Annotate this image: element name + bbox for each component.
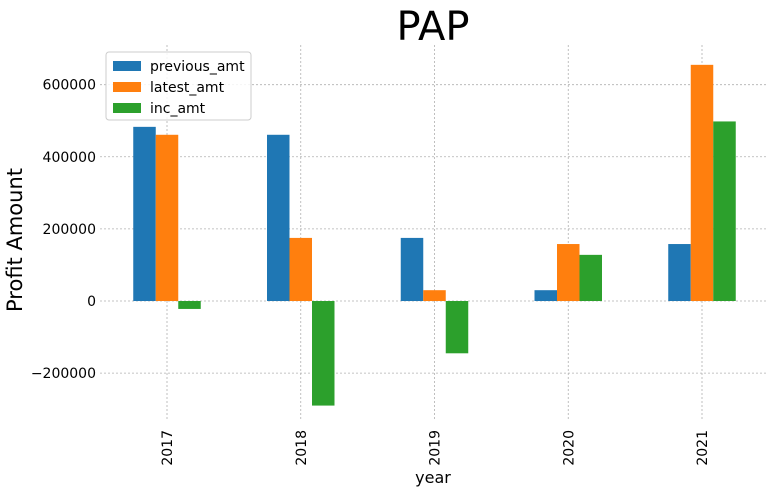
legend-swatch-previous_amt: [113, 61, 141, 71]
legend-box: [105, 51, 252, 121]
bar-inc_amt-2017: [178, 301, 201, 309]
x-tick-label: 2019: [428, 430, 444, 466]
y-tick-label: 0: [87, 294, 96, 310]
bar-previous_amt-2021: [668, 244, 691, 302]
bar-latest_amt-2018: [289, 237, 312, 302]
bar-latest_amt-2020: [557, 244, 580, 302]
bar-inc_amt-2019: [445, 301, 469, 354]
bar-inc_amt-2020: [579, 254, 602, 302]
y-tick-label: 200000: [43, 222, 96, 238]
bar-previous_amt-2017: [133, 126, 156, 302]
legend: previous_amt latest_amt inc_amt: [105, 51, 252, 121]
legend-swatch-latest_amt: [113, 82, 141, 92]
x-tick-label: 2020: [561, 430, 577, 466]
bar-inc_amt-2018: [312, 301, 335, 406]
bar-previous_amt-2020: [534, 290, 557, 302]
bars: [133, 64, 736, 406]
legend-label-latest_amt: latest_amt: [150, 80, 225, 96]
bar-latest_amt-2017: [155, 134, 179, 302]
legend-label-previous_amt: previous_amt: [150, 59, 245, 75]
y-axis-label: Profit Amount: [3, 168, 27, 312]
legend-swatch-inc_amt: [113, 103, 141, 113]
y-tick-label: 600000: [43, 78, 96, 94]
x-axis-ticks: 2017 2018 2019 2020 2021: [160, 430, 711, 466]
bar-latest_amt-2021: [690, 64, 714, 302]
bar-previous_amt-2018: [267, 134, 290, 302]
bar-previous_amt-2019: [400, 237, 424, 302]
y-axis-ticks: −200000 0 200000 400000 600000: [31, 78, 96, 382]
chart-title: PAP: [396, 4, 469, 50]
x-axis-label: year: [415, 468, 451, 487]
y-tick-label: −200000: [31, 366, 96, 382]
x-tick-label: 2018: [294, 430, 310, 466]
bar-latest_amt-2019: [423, 290, 446, 302]
y-tick-label: 400000: [43, 150, 96, 166]
x-tick-label: 2021: [695, 430, 711, 466]
x-tick-label: 2017: [160, 430, 176, 466]
bar-inc_amt-2021: [713, 121, 736, 302]
legend-label-inc_amt: inc_amt: [150, 101, 206, 117]
